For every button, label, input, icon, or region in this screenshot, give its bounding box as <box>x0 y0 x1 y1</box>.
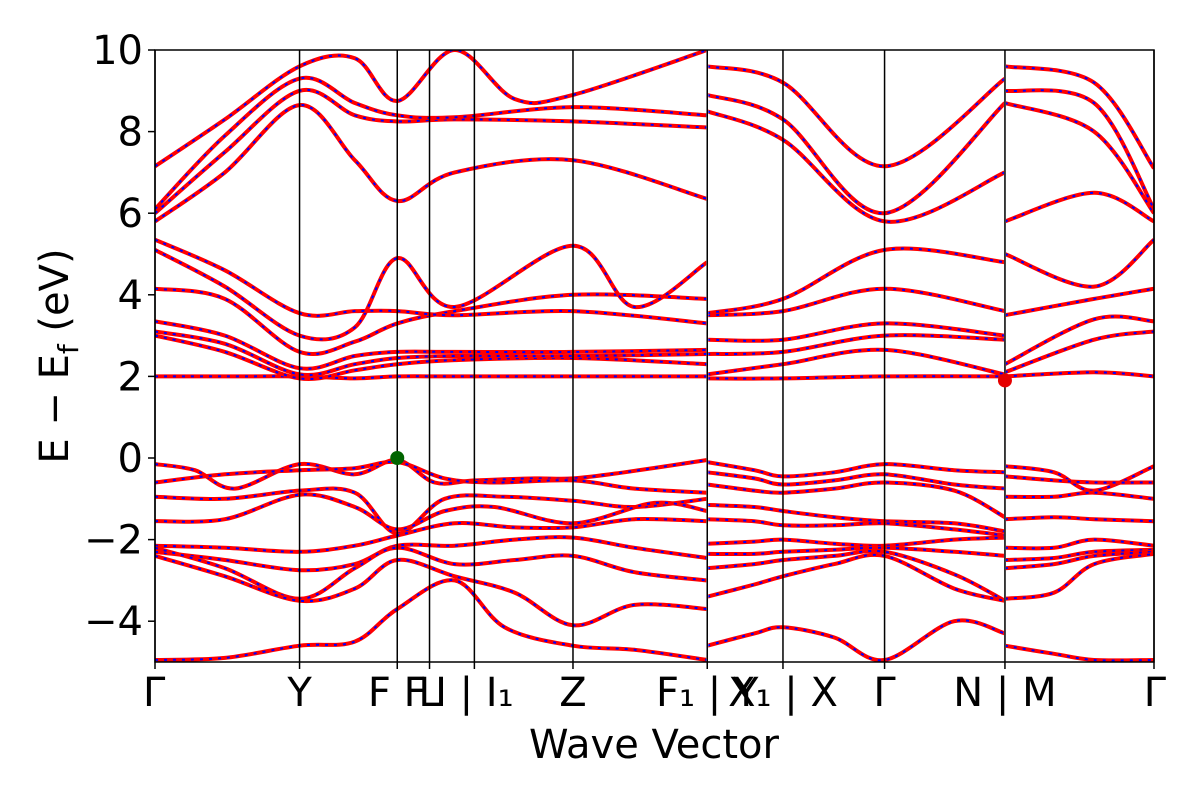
x-tick-label: F F <box>368 670 427 716</box>
x-tick-label: Γ <box>143 670 166 716</box>
y-axis-label: E − Ef (eV) <box>32 248 85 463</box>
band-line <box>706 92 1007 216</box>
band-line-dashed <box>707 549 1006 602</box>
y-tick-label: 10 <box>92 28 143 74</box>
x-tick-label: Y <box>286 670 312 716</box>
band-line-dashed <box>155 50 708 168</box>
band-line-dashed <box>707 481 1006 519</box>
x-tick-label: L <box>418 670 441 716</box>
y-axis-label-main: E − E <box>32 354 78 464</box>
band-line <box>707 286 1006 318</box>
band-line <box>1004 537 1154 551</box>
band-line <box>706 552 1006 603</box>
band-line-dashed <box>1004 191 1154 223</box>
band-line <box>1004 549 1154 571</box>
y-tick-label: 8 <box>118 110 143 156</box>
band-line-dashed <box>155 287 708 356</box>
band-line-dashed <box>155 460 708 494</box>
band-line-dashed <box>155 493 708 531</box>
y-tick-label: −4 <box>84 599 143 645</box>
band-line-dashed <box>155 244 708 341</box>
y-tick-label: 4 <box>118 273 143 319</box>
y-tick-label: −2 <box>84 518 143 564</box>
cbm-marker <box>997 373 1012 388</box>
band-line-dashed <box>155 330 708 377</box>
band-line-dashed <box>155 334 708 381</box>
band-line-dashed <box>155 88 708 214</box>
band-line-dashed <box>707 334 1005 355</box>
band-line-dashed <box>707 375 1005 380</box>
x-tick-label: Z <box>559 670 586 716</box>
band-line-dashed <box>1004 465 1154 492</box>
band-line-dashed <box>707 546 1005 557</box>
band-line-dashed <box>1004 330 1154 374</box>
band-line-dashed <box>155 517 708 553</box>
band-line-dashed <box>1004 371 1154 378</box>
vbm-marker <box>390 451 405 465</box>
band-line-dashed <box>707 518 1006 537</box>
band-line-dashed <box>707 471 1005 490</box>
x-tick-label: F₁ | Y <box>656 670 759 716</box>
band-line-dashed <box>155 320 708 370</box>
band-line-dashed <box>707 461 1005 478</box>
band-line <box>1004 547 1154 562</box>
band-line-dashed <box>707 322 1005 342</box>
plot-frame <box>154 49 1155 663</box>
y-axis-ticks: −4 −2 0 2 4 6 8 10 <box>84 28 155 645</box>
y-tick-label: 2 <box>118 354 143 400</box>
band-line-dashed <box>1004 102 1154 214</box>
x-tick-label: Γ <box>1144 670 1167 716</box>
band-line <box>1004 643 1154 662</box>
x-axis-label: Wave Vector <box>529 722 780 768</box>
y-axis-label-tail: (eV) <box>32 248 78 344</box>
x-tick-label: N | M <box>953 670 1056 716</box>
band-line-dashed <box>707 348 1006 376</box>
band-line-dashed <box>706 110 1006 223</box>
band-line-dashed <box>1004 552 1154 600</box>
x-tick-label: I | I₁ <box>435 670 514 716</box>
y-tick-label: 0 <box>118 436 143 482</box>
band-line-dashed <box>1004 65 1154 169</box>
band-lines <box>155 50 1154 662</box>
band-line-dashed <box>1004 238 1154 288</box>
band-line-dashed <box>1004 89 1154 210</box>
x-axis-ticks: Γ Y F FLI | I₁ Z F₁ | YX₁ | X Γ N | M Γ <box>143 662 1167 716</box>
y-axis-label-group: E − Ef (eV) <box>32 248 85 463</box>
x-tick-label: X₁ | X <box>728 670 838 716</box>
band-line <box>1004 490 1154 501</box>
band-line <box>706 618 1006 662</box>
extrema-markers <box>390 373 1012 465</box>
band-line-dashed <box>707 503 1006 533</box>
band-line <box>1004 474 1154 485</box>
band-line-dashed <box>155 458 708 490</box>
band-line-dashed <box>155 536 708 572</box>
x-tick-label: Γ <box>873 670 896 716</box>
band-line-dashed <box>1004 287 1154 317</box>
band-line-dashed <box>155 546 708 600</box>
band-line-dashed <box>706 65 1006 168</box>
band-line-dashed <box>1004 315 1154 366</box>
y-tick-label: 6 <box>118 191 143 237</box>
band-line-dashed <box>155 554 708 627</box>
y-axis-label-sub: f <box>52 343 85 354</box>
band-line-dashed <box>707 536 1005 547</box>
band-line <box>706 246 1006 316</box>
band-line <box>1004 515 1154 524</box>
